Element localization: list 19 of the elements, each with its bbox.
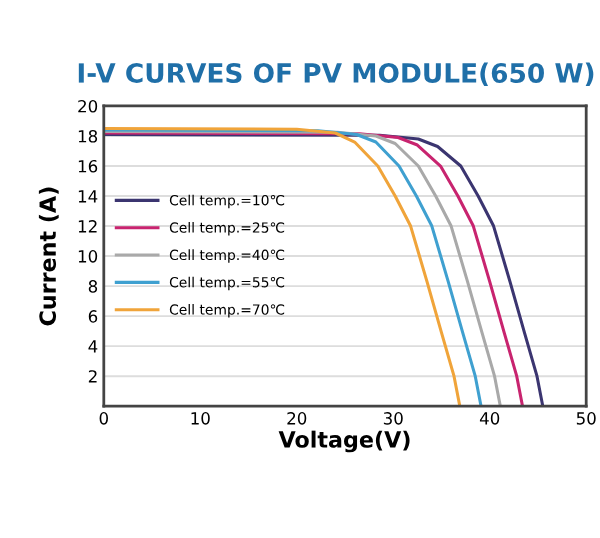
y-tick-label: 16	[78, 159, 98, 173]
y-tick-label: 14	[78, 190, 98, 203]
y-tick-label: 4	[88, 340, 98, 353]
chart-title: I-V CURVES OF PV MODULE(650 W)	[78, 62, 594, 87]
y-axis-title: Current (A)	[38, 187, 59, 326]
x-axis-title: Voltage(V)	[278, 430, 410, 453]
y-tick-label: 8	[88, 280, 98, 293]
x-tick-label: 20	[287, 412, 307, 425]
y-tick-label: 6	[88, 310, 98, 323]
x-tick-label: 40	[479, 412, 500, 425]
x-tick-label: 10	[191, 412, 210, 425]
x-tick-label: 30	[383, 412, 403, 425]
y-tick-label: 20	[78, 99, 98, 113]
x-tick-label: 50	[576, 412, 596, 425]
y-tick-label: 18	[78, 129, 98, 143]
y-tick-label: 10	[78, 250, 98, 263]
y-tick-label: 12	[78, 220, 97, 233]
y-tick-label: 2	[88, 370, 97, 383]
x-tick-label: 0	[99, 412, 108, 425]
